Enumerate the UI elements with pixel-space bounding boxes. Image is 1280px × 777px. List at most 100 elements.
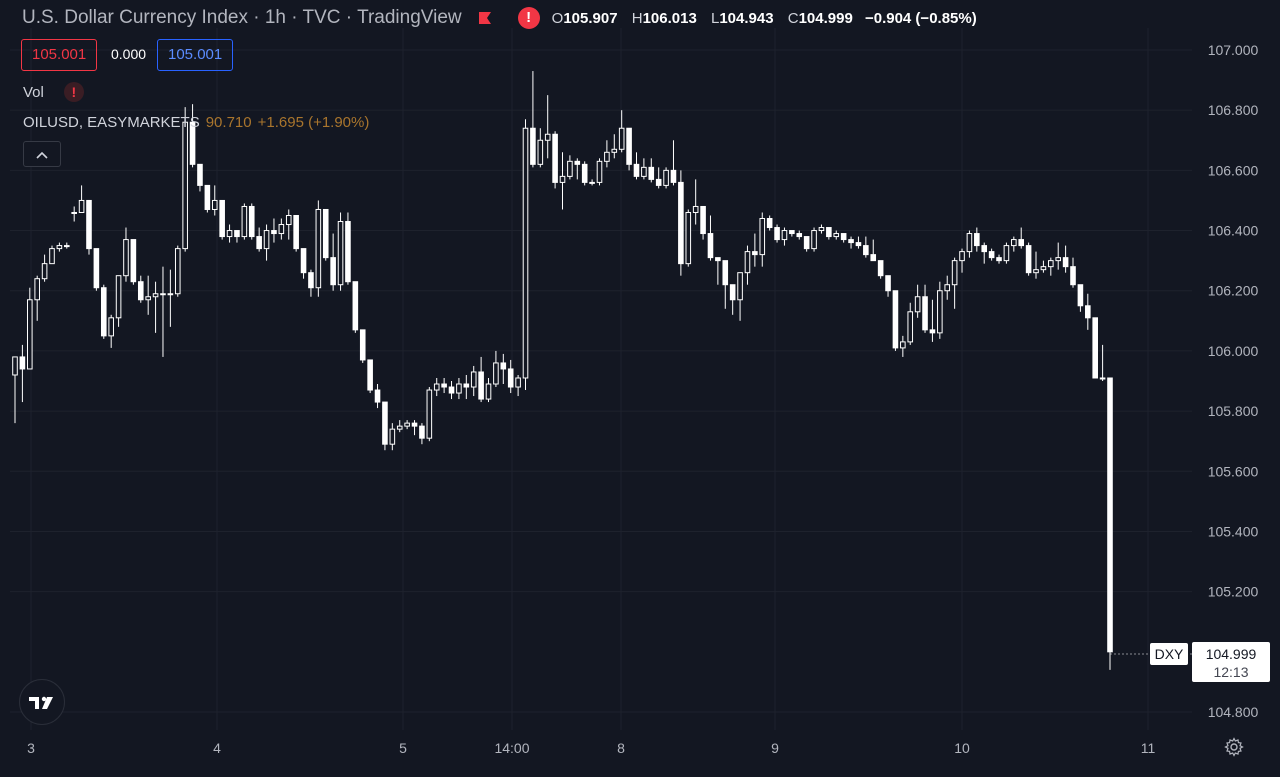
candle[interactable] <box>182 107 188 252</box>
candle[interactable] <box>729 284 736 315</box>
candle[interactable] <box>404 420 410 430</box>
candle[interactable] <box>204 184 211 213</box>
candle[interactable] <box>715 257 721 285</box>
candle[interactable] <box>870 239 877 262</box>
candle[interactable] <box>559 152 566 210</box>
candle[interactable] <box>337 212 344 291</box>
candle[interactable] <box>596 158 603 186</box>
candle[interactable] <box>641 158 647 180</box>
candle[interactable] <box>100 284 107 339</box>
candle[interactable] <box>1062 245 1069 273</box>
candle[interactable] <box>781 227 788 246</box>
candle[interactable] <box>359 329 366 363</box>
candle[interactable] <box>411 420 418 436</box>
candle[interactable] <box>655 167 662 189</box>
candle[interactable] <box>189 104 196 168</box>
candle[interactable] <box>988 248 995 261</box>
candle[interactable] <box>241 203 248 240</box>
candle[interactable] <box>485 377 492 403</box>
candle[interactable] <box>922 284 928 333</box>
collapse-legend-button[interactable] <box>23 141 61 167</box>
candle[interactable] <box>330 233 336 291</box>
candle[interactable] <box>914 284 921 318</box>
candle[interactable] <box>1092 317 1098 379</box>
candle[interactable] <box>137 275 144 303</box>
candle[interactable] <box>900 335 906 357</box>
candle[interactable] <box>86 199 92 255</box>
candle[interactable] <box>448 381 455 400</box>
candle[interactable] <box>293 215 299 252</box>
candle[interactable] <box>1025 242 1032 276</box>
sell-price-button[interactable]: 105.001 <box>21 39 98 71</box>
candle[interactable] <box>396 420 403 433</box>
candle[interactable] <box>567 155 573 180</box>
candle[interactable] <box>929 299 936 342</box>
candle[interactable] <box>618 110 625 153</box>
candle[interactable] <box>892 290 899 351</box>
candle[interactable] <box>271 218 277 243</box>
candle[interactable] <box>581 161 588 186</box>
candle[interactable] <box>1085 293 1091 330</box>
candle[interactable] <box>692 179 699 225</box>
candle[interactable] <box>959 248 965 273</box>
candle[interactable] <box>537 128 544 168</box>
tradingview-logo-icon[interactable] <box>19 679 65 725</box>
overlay-legend[interactable]: OILUSD, EASYMARKETS 90.710 +1.695 (+1.90%) <box>23 114 369 131</box>
candle[interactable] <box>493 350 499 388</box>
candle[interactable] <box>308 269 314 297</box>
candle[interactable] <box>855 236 862 249</box>
candle[interactable] <box>530 71 536 168</box>
candle[interactable] <box>1107 377 1113 670</box>
candle[interactable] <box>752 233 758 267</box>
candle[interactable] <box>574 158 581 180</box>
volume-legend[interactable]: Vol ! <box>23 82 84 102</box>
candle[interactable] <box>826 227 832 240</box>
candle[interactable] <box>966 230 973 258</box>
red-flag-icon[interactable] <box>478 11 492 25</box>
candle[interactable] <box>937 281 943 339</box>
candle[interactable] <box>219 199 225 240</box>
candle[interactable] <box>515 374 521 397</box>
candle[interactable] <box>367 359 373 394</box>
candle[interactable] <box>27 287 33 370</box>
candle[interactable] <box>441 377 447 394</box>
candle[interactable] <box>796 230 803 240</box>
candle[interactable] <box>522 119 529 391</box>
candle[interactable] <box>382 401 388 451</box>
candle[interactable] <box>670 140 677 186</box>
candle[interactable] <box>345 212 351 285</box>
candle[interactable] <box>71 206 77 222</box>
candle[interactable] <box>93 248 100 291</box>
candle[interactable] <box>278 218 285 240</box>
candle[interactable] <box>463 374 470 400</box>
candle[interactable] <box>322 208 329 261</box>
candle[interactable] <box>700 205 706 240</box>
gear-icon[interactable] <box>1224 737 1244 757</box>
candle[interactable] <box>263 224 270 261</box>
candle[interactable] <box>500 353 507 385</box>
candle[interactable] <box>108 314 114 348</box>
candle[interactable] <box>611 134 618 159</box>
candle[interactable] <box>744 245 751 285</box>
candle[interactable] <box>981 242 988 264</box>
candle[interactable] <box>12 356 18 424</box>
candle[interactable] <box>774 224 780 243</box>
candle[interactable] <box>167 269 174 327</box>
candle[interactable] <box>1077 284 1084 312</box>
candle[interactable] <box>1003 242 1010 264</box>
candle[interactable] <box>226 224 233 243</box>
candle[interactable] <box>974 227 980 252</box>
candle[interactable] <box>174 245 181 297</box>
candle[interactable] <box>1070 257 1076 288</box>
candle[interactable] <box>63 242 70 249</box>
candle[interactable] <box>840 233 847 243</box>
candle[interactable] <box>478 356 484 403</box>
candle[interactable] <box>944 275 951 300</box>
candle[interactable] <box>604 140 610 168</box>
candle[interactable] <box>419 423 425 445</box>
candle[interactable] <box>833 230 840 240</box>
candle[interactable] <box>130 239 137 285</box>
candle[interactable] <box>818 224 825 234</box>
candle[interactable] <box>374 384 381 409</box>
candle[interactable] <box>389 423 396 451</box>
